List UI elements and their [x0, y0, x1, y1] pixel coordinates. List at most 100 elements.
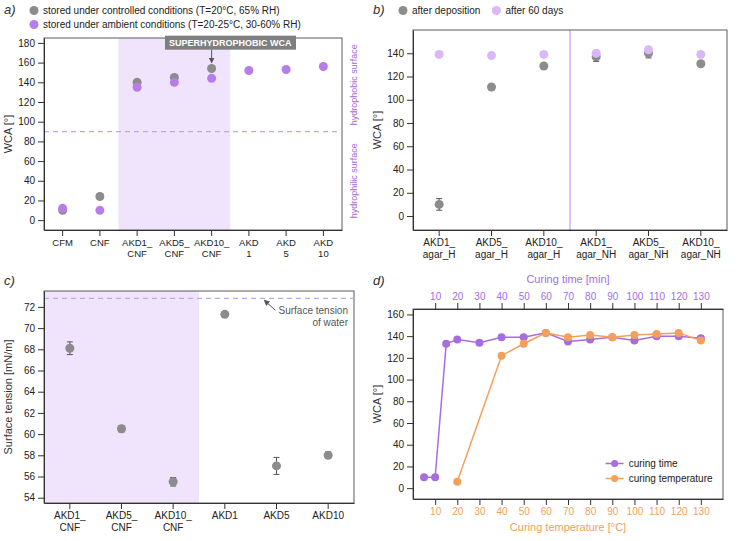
tick-label: 80 — [585, 506, 597, 517]
tick-label: 40 — [497, 291, 509, 302]
tick: 80 — [585, 499, 597, 517]
tick: 20 — [393, 187, 413, 198]
legend-label: stored under controlled conditions (T=20… — [43, 5, 280, 16]
tick-mark — [38, 455, 44, 456]
tick-label: 68 — [24, 344, 36, 355]
tick-label: 120 — [387, 71, 404, 82]
legend: after depositionafter 60 days — [399, 5, 564, 16]
tick: 130 — [693, 499, 710, 517]
marks — [420, 329, 705, 486]
data-point — [58, 204, 67, 213]
axis-line — [45, 230, 343, 231]
tick-label: 56 — [24, 471, 36, 482]
tick-mark — [590, 303, 591, 309]
tick: 120 — [18, 97, 44, 108]
tick: AKD1_agar_NH — [576, 230, 616, 260]
tick: 50 — [519, 291, 531, 309]
tick-label: 20 — [393, 461, 405, 472]
tick-label: 40 — [393, 164, 405, 175]
tick-label: 100 — [18, 116, 35, 127]
data-point — [539, 50, 548, 59]
tick-label: 20 — [452, 291, 464, 302]
tick: AKD5_agar_NH — [628, 230, 668, 260]
tick-label: 120 — [671, 291, 688, 302]
marks — [435, 45, 706, 210]
tick: AKD10_agar_H — [525, 230, 563, 260]
tick: AKD1_CNF — [122, 230, 153, 259]
tick: AKD10 — [314, 230, 334, 259]
axis-title: WCA [°] — [2, 115, 14, 154]
tick-label: AKD5 — [276, 237, 296, 259]
tick: 100 — [18, 116, 44, 127]
tick: 160 — [387, 309, 413, 320]
tick-label: 90 — [607, 291, 619, 302]
data-point — [95, 192, 104, 201]
tick-mark — [546, 303, 547, 309]
tick-label: AKD10_agar_NH — [681, 237, 721, 260]
axis: 020406080100120140 — [387, 31, 413, 231]
tick: 120 — [387, 353, 413, 364]
tick: 40 — [393, 164, 413, 175]
tick: 100 — [627, 499, 644, 517]
tick-label: 50 — [519, 291, 531, 302]
marks — [44, 298, 354, 486]
tick-mark — [38, 141, 44, 142]
tick: 180 — [18, 38, 44, 49]
tick-mark — [62, 230, 63, 236]
tick-label: 30 — [474, 291, 486, 302]
tick-label: 40 — [24, 175, 36, 186]
tick: 110 — [649, 291, 665, 309]
tick: 50 — [519, 499, 531, 517]
axis-line — [44, 292, 45, 504]
legend: stored under controlled conditions (T=20… — [30, 5, 301, 30]
tick-mark — [38, 122, 44, 123]
data-point — [653, 330, 661, 338]
annotation-label: SUPERHYDROPHOBIC WCA — [169, 38, 292, 48]
tick-mark — [38, 102, 44, 103]
tick-label: 10 — [430, 506, 442, 517]
legend-marker — [30, 6, 39, 15]
tick-mark — [407, 336, 413, 337]
data-point — [586, 331, 594, 339]
tick-label: CNF — [90, 237, 110, 248]
data-point — [431, 473, 439, 481]
tick: AKD5 — [263, 503, 290, 521]
tick-label: AKD1_CNF — [54, 510, 86, 532]
data-point — [696, 50, 705, 59]
tick-mark — [679, 499, 680, 505]
panel-letter: c) — [4, 273, 15, 288]
panel: 020406080100120140AKD1_agar_HAKD5_agar_H… — [371, 2, 728, 260]
tick-label: 0 — [398, 211, 404, 222]
tick: 64 — [24, 386, 44, 397]
tick-label: AKD1_agar_H — [423, 237, 456, 260]
tick: 100 — [387, 94, 413, 105]
tick-mark — [590, 499, 591, 505]
panel: 020406080100120140160180CFMCNFAKD1_CNFAK… — [2, 2, 359, 259]
tick-mark — [439, 230, 440, 236]
tick-label: 120 — [18, 97, 35, 108]
tick-label: 140 — [387, 48, 404, 59]
tick: 70 — [563, 499, 575, 517]
tick: 100 — [387, 374, 413, 385]
tick-mark — [38, 434, 44, 435]
tick-mark — [38, 43, 44, 44]
tick: 60 — [24, 156, 44, 167]
tick-label: 60 — [393, 418, 405, 429]
data-point — [435, 200, 444, 209]
tick: 30 — [474, 291, 486, 309]
tick-mark — [407, 445, 413, 446]
tick-mark — [407, 358, 413, 359]
tick: 120 — [671, 291, 688, 309]
tick-label: 140 — [387, 331, 404, 342]
tick-label: 62 — [24, 408, 36, 419]
data-point — [592, 49, 601, 58]
data-point — [498, 333, 506, 341]
plot-frame — [44, 291, 354, 503]
data-point — [244, 66, 253, 75]
data-point — [170, 78, 179, 87]
axis-line — [413, 31, 414, 231]
tick-label: AKD5_agar_NH — [628, 237, 668, 260]
tick: AKD1 — [239, 230, 259, 259]
tick-label: 120 — [671, 506, 688, 517]
tick-mark — [457, 499, 458, 505]
